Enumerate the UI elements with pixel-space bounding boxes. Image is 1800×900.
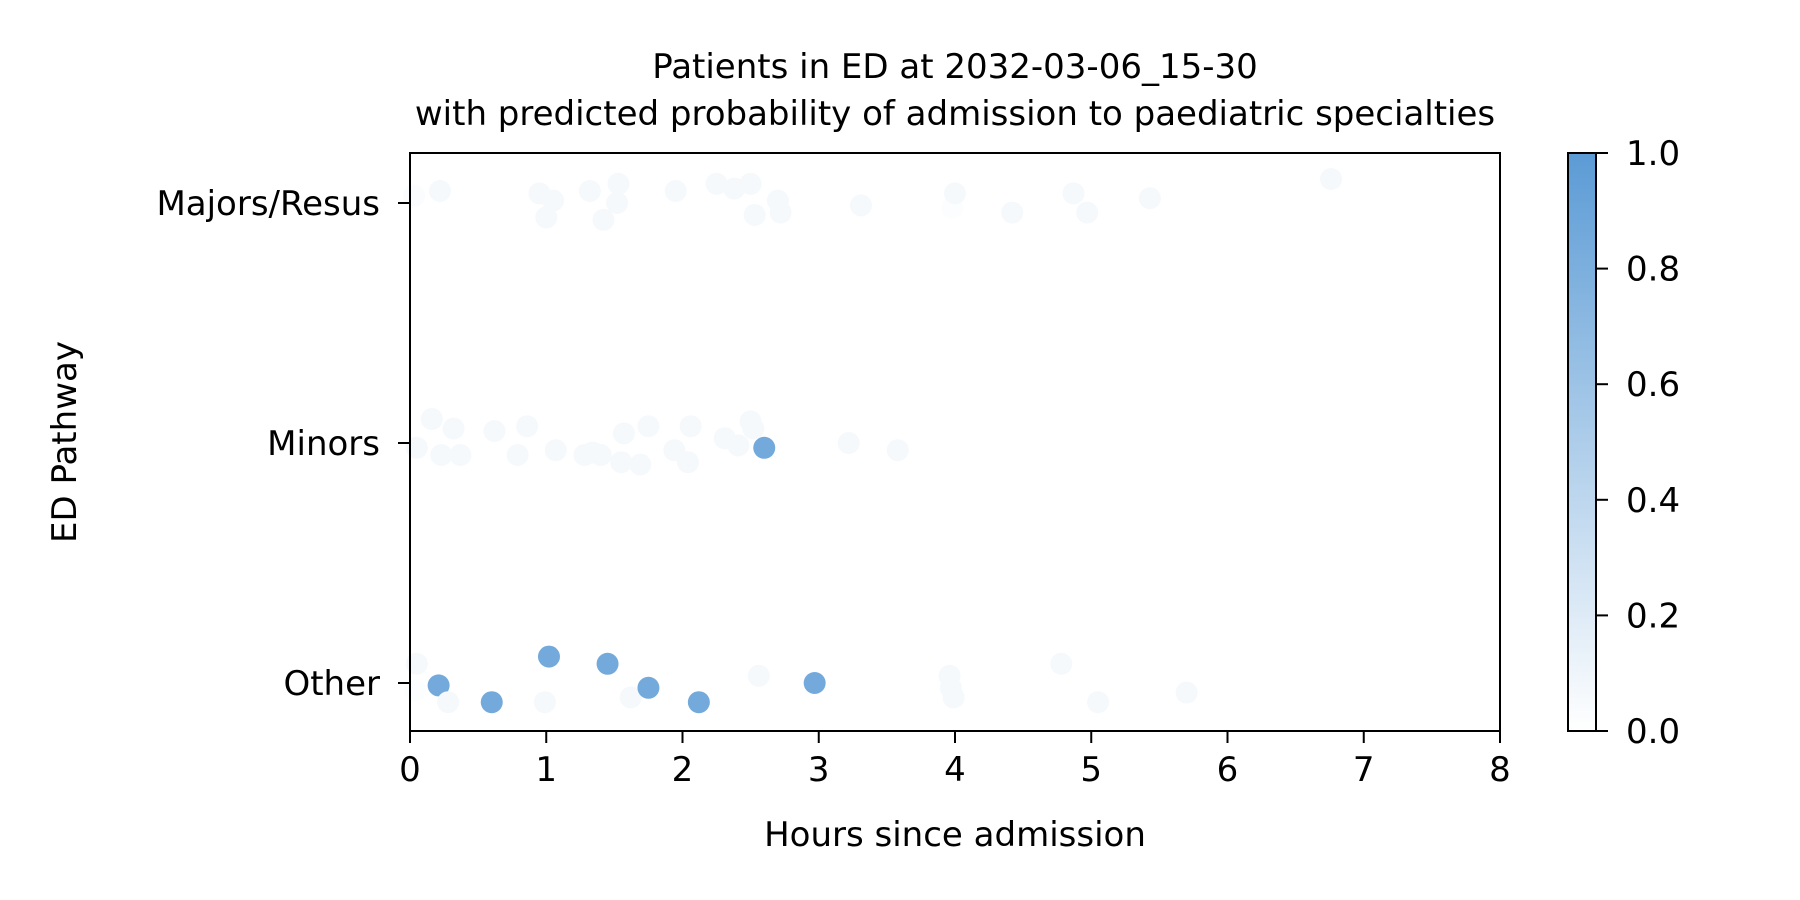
- data-point: [619, 686, 642, 709]
- data-point: [403, 184, 426, 207]
- x-axis: 0 1 2 3 4 5 6 7 8: [399, 731, 1511, 790]
- data-point: [480, 691, 503, 714]
- data-point: [747, 664, 770, 687]
- data-point: [437, 691, 460, 714]
- data-point: [405, 652, 428, 675]
- y-tick-label: Other: [283, 664, 380, 704]
- data-point: [578, 180, 601, 202]
- colorbar-tick-label: 0.2: [1626, 596, 1680, 636]
- x-axis-label: Hours since admission: [764, 815, 1146, 855]
- data-point: [428, 180, 451, 202]
- x-tick-label: 8: [1489, 750, 1511, 790]
- y-tick-label: Majors/Resus: [156, 184, 380, 224]
- data-point: [687, 691, 710, 714]
- colorbar-tick-label: 1.0: [1626, 134, 1680, 174]
- colorbar-tick-label: 0.4: [1626, 481, 1680, 521]
- x-tick-label: 0: [399, 750, 421, 790]
- colorbar-tick-label: 0.0: [1626, 712, 1680, 752]
- data-point: [1175, 681, 1198, 704]
- chart-title: Patients in ED at 2032-03-06_15-30: [652, 47, 1258, 87]
- chart-subtitle: with predicted probability of admission …: [415, 94, 1495, 134]
- data-point: [629, 453, 652, 476]
- data-point: [739, 172, 762, 195]
- data-point: [612, 422, 635, 445]
- data-point: [544, 439, 567, 462]
- data-point: [942, 686, 965, 709]
- colorbar-gradient: [1567, 152, 1597, 732]
- data-point: [1138, 187, 1161, 210]
- data-point: [483, 420, 506, 442]
- data-point: [803, 672, 826, 694]
- data-point: [430, 444, 453, 466]
- data-point: [1001, 201, 1024, 224]
- data-point: [743, 204, 766, 226]
- data-point: [753, 436, 776, 459]
- data-point: [705, 172, 728, 195]
- data-point: [727, 434, 750, 457]
- data-point: [592, 208, 615, 231]
- data-point: [589, 444, 612, 466]
- x-tick-label: 7: [1353, 750, 1375, 790]
- data-point: [607, 172, 630, 195]
- colorbar-tick-label: 0.8: [1626, 250, 1680, 290]
- data-point: [769, 201, 792, 224]
- data-point: [837, 432, 860, 454]
- data-point: [516, 415, 539, 438]
- data-point: [849, 194, 872, 217]
- data-point: [742, 417, 765, 440]
- data-point: [664, 180, 687, 202]
- x-tick-label: 1: [535, 750, 557, 790]
- x-tick-label: 5: [1080, 750, 1102, 790]
- colorbar-tick-label: 0.6: [1626, 365, 1680, 405]
- plot-frame: [409, 152, 1501, 732]
- data-point: [596, 652, 619, 675]
- colorbar: 0.0 0.2 0.4 0.6 0.8 1.0: [1567, 134, 1680, 752]
- data-point: [1087, 691, 1110, 714]
- y-axis: Majors/Resus Minors Other: [156, 184, 410, 704]
- x-tick-label: 3: [808, 750, 830, 790]
- data-point: [637, 415, 660, 438]
- data-point: [1076, 201, 1099, 224]
- points-layer: [403, 168, 1343, 714]
- data-point: [1062, 182, 1085, 205]
- data-point: [679, 415, 702, 438]
- colorbar-ticks: 0.0 0.2 0.4 0.6 0.8 1.0: [1596, 134, 1680, 752]
- data-point: [506, 444, 529, 466]
- data-point: [420, 408, 443, 430]
- data-point: [886, 439, 909, 462]
- data-point: [533, 691, 556, 714]
- data-point: [535, 206, 558, 229]
- x-tick-label: 6: [1217, 750, 1239, 790]
- y-axis-label: ED Pathway: [45, 341, 85, 543]
- y-tick-label: Minors: [267, 424, 380, 464]
- data-point: [1320, 168, 1343, 190]
- x-tick-label: 4: [944, 750, 966, 790]
- data-point: [542, 189, 565, 212]
- data-point: [676, 451, 699, 474]
- data-point: [427, 674, 450, 697]
- data-point: [442, 417, 465, 440]
- data-point: [405, 436, 428, 459]
- data-point: [610, 451, 633, 474]
- data-point: [606, 192, 629, 214]
- data-point: [537, 645, 560, 668]
- data-point: [944, 182, 966, 205]
- data-point: [1050, 652, 1073, 675]
- data-point: [637, 676, 660, 699]
- x-tick-label: 2: [672, 750, 694, 790]
- data-point: [449, 444, 472, 466]
